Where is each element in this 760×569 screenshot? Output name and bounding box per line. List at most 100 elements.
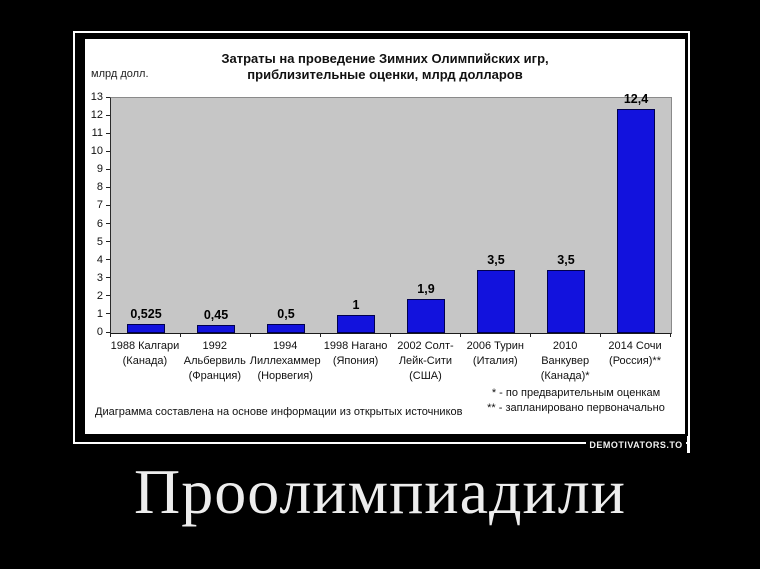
bar [407,298,445,333]
bar-value-label: 3,5 [557,252,575,267]
bar-value-label: 0,525 [130,306,162,321]
bar-value-label: 3,5 [487,252,505,267]
bar-value-label: 0,5 [277,306,295,321]
y-tick-mark [106,168,110,170]
y-tick-mark [106,96,110,98]
x-tick-mark [110,333,111,337]
y-tick-mark [106,114,110,116]
bar [197,324,235,333]
y-tick-label: 7 [96,199,103,212]
x-category-line: Ванкувер [541,355,590,367]
frame-border [73,31,690,444]
x-category-label: 1988 Калгари (Канада) [110,339,180,384]
x-tick-mark [670,333,671,337]
x-category-label: 2014 Сочи (Россия)** [600,339,670,384]
chart-title: Затраты на проведение Зимних Олимпийских… [85,51,685,83]
x-tick-mark [460,333,461,337]
y-tick: 3 [97,272,110,284]
y-tick: 10 [91,145,110,157]
chart-title-line2: приблизительные оценки, млрд долларов [247,67,523,82]
y-tick-label: 3 [96,271,103,284]
x-category-line: Альбервиль [183,355,246,367]
x-category-line: 1988 Калгари [110,340,180,352]
footnotes: * - по предварительным оценкам ** - запл… [436,386,716,416]
y-tick-label: 8 [96,181,103,194]
y-tick-label: 0 [96,326,103,338]
y-tick-mark [106,150,110,152]
y-tick-mark [106,204,110,206]
x-category-line: 2010 [552,340,578,352]
y-tick-label: 11 [91,127,103,140]
watermark-text: DEMOTIVATORS.TO [589,439,683,450]
frame-corner-tail [687,436,690,453]
y-tick-mark [106,186,110,188]
bar-value-label: 12,4 [623,91,649,106]
x-axis-labels: 1988 Калгари (Канада) 1992 Альбервиль (Франц… [110,339,670,384]
y-tick-mark [106,259,110,261]
y-tick: 2 [97,290,110,302]
x-category-line: (Россия)** [609,355,661,367]
y-tick: 5 [97,236,110,248]
chart-image: Затраты на проведение Зимних Олимпийских… [85,39,685,434]
bar-slot: 12,4 [601,92,671,333]
bar-slot: 0,5 [251,98,321,333]
source-note: Диаграмма составлена на основе информаци… [95,406,463,418]
y-tick: 6 [97,218,110,230]
bar [337,314,375,333]
y-tick-label: 1 [96,307,103,320]
x-category-line: (Япония) [332,355,379,367]
x-axis-tick-marks [110,333,671,338]
y-tick: 7 [97,199,110,211]
x-category-line: (Норвегия) [257,370,313,382]
y-tick-mark [106,241,110,243]
y-tick-label: 6 [96,217,103,230]
y-tick-label: 5 [96,235,103,248]
x-category-label: 1994 Лиллехаммер (Норвегия) [250,339,321,384]
y-tick-label: 12 [90,109,103,122]
y-tick-mark [106,295,110,297]
x-category-line: (Франция) [188,370,241,382]
x-tick-mark [530,333,531,337]
bar-slot: 0,525 [111,98,181,333]
bar-value-label: 0,45 [203,307,229,322]
y-tick: 13 [91,91,110,103]
x-category-line: Лиллехаммер [249,355,321,367]
x-tick-mark [390,333,391,337]
y-tick: 9 [97,163,110,175]
watermark-badge: DEMOTIVATORS.TO [586,437,686,452]
bar-value-label: 1,9 [417,281,435,296]
x-category-line: 2014 Сочи [608,340,662,352]
x-category-line: (Канада) [122,355,168,367]
y-tick-mark [106,331,110,333]
x-category-line: 1994 [272,340,298,352]
y-tick-label: 10 [90,145,103,158]
y-tick-label: 13 [90,91,103,103]
y-tick: 0 [97,326,110,338]
x-category-line: 2002 Солт- [397,340,454,352]
y-tick: 12 [91,109,110,121]
x-category-line: 1998 Нагано [323,340,388,352]
x-category-label: 2010 Ванкувер (Канада)* [530,339,600,384]
x-category-line: Лейк-Сити [398,355,453,367]
bar [127,323,165,333]
bar [617,108,655,333]
x-tick-mark [600,333,601,337]
x-category-line: 1992 [202,340,228,352]
x-category-label: 1998 Нагано (Япония) [321,339,391,384]
x-category-line: (Италия) [472,355,518,367]
y-tick-mark [106,223,110,225]
x-category-label: 2006 Турин (Италия) [460,339,530,384]
y-tick: 1 [97,308,110,320]
bar-slot: 0,45 [181,98,251,333]
y-tick-mark [106,313,110,315]
bar-slot: 3,5 [461,98,531,333]
x-tick-mark [180,333,181,337]
bar-slot: 3,5 [531,98,601,333]
y-tick-mark [106,277,110,279]
y-tick-label: 2 [96,289,103,302]
x-category-label: 1992 Альбервиль (Франция) [180,339,250,384]
y-tick: 11 [92,127,110,139]
plot-area: 0,525 0,45 0,5 1 1,9 3,5 3,5 12,4 [110,92,672,334]
bar-slot: 1 [321,98,391,333]
